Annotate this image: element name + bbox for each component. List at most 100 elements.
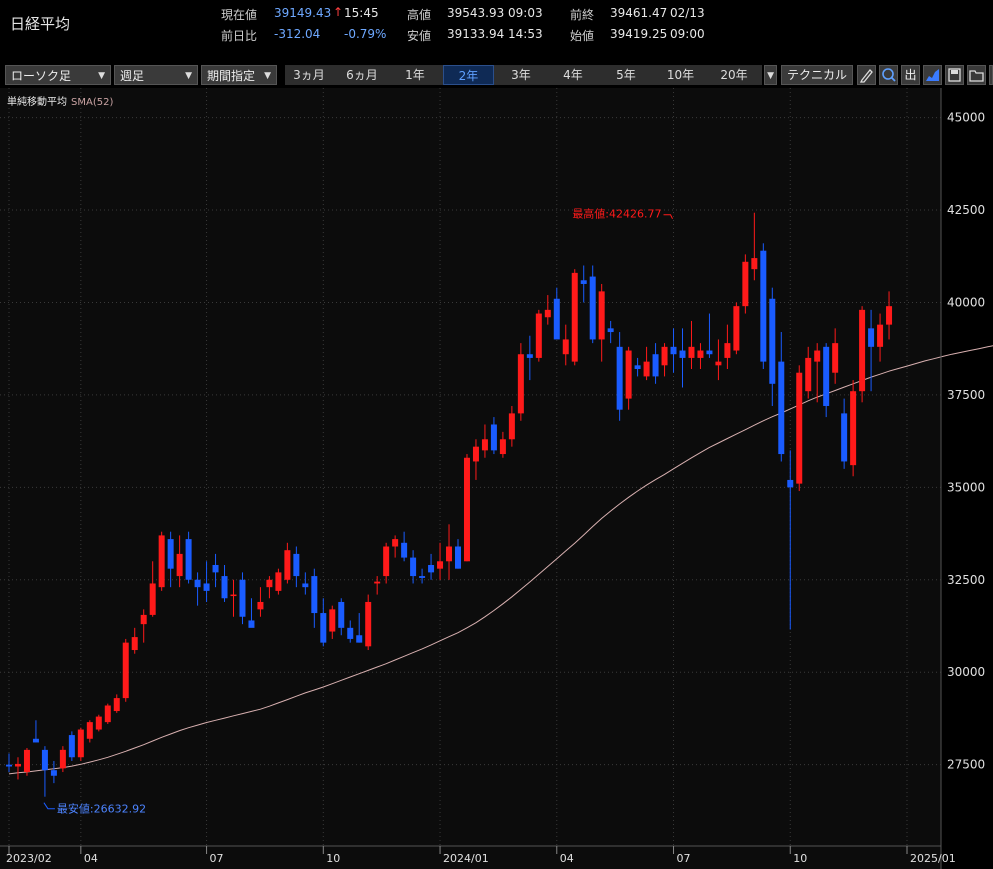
period-tab-6m[interactable]: 6ヵ月 — [346, 68, 378, 82]
pencil-icon[interactable] — [857, 65, 876, 85]
candle-body — [104, 705, 111, 723]
chevron-down-icon: ▼ — [185, 71, 192, 81]
area-chart-icon[interactable] — [923, 65, 942, 85]
candle-body — [706, 350, 713, 355]
chevron-down-icon: ▼ — [98, 71, 105, 81]
candle-body — [544, 309, 551, 318]
candle-body — [167, 539, 174, 569]
x-tick-label: 07 — [210, 852, 224, 865]
period-tab-20y[interactable]: 20年 — [720, 68, 748, 82]
interval-select[interactable]: 週足 ▼ — [114, 65, 198, 85]
candle-body — [266, 579, 273, 588]
candle-body — [580, 280, 587, 284]
candle-body — [670, 346, 677, 355]
candle-body — [769, 298, 776, 384]
candle-body — [437, 561, 444, 569]
chart-type-select[interactable]: ローソク足 ▼ — [5, 65, 111, 85]
candle-body — [356, 635, 363, 643]
up-arrow-icon: ↑ — [333, 5, 344, 19]
y-tick-label: 40000 — [947, 295, 985, 309]
low-label: 安値 — [407, 29, 432, 43]
more-icon[interactable] — [989, 65, 993, 85]
candle-body — [796, 372, 803, 484]
candle-body — [248, 620, 255, 628]
candle-body — [463, 457, 470, 562]
candle-body — [23, 749, 30, 773]
candle-body — [526, 354, 533, 358]
candle-body — [203, 583, 210, 591]
candle-body — [625, 350, 632, 399]
max-label: 最高値:42426.77 — [572, 207, 661, 221]
candle-body — [805, 357, 812, 392]
candles — [6, 212, 893, 797]
candle-body — [131, 637, 138, 651]
period-tab-4y[interactable]: 4年 — [563, 68, 583, 82]
candle-body — [787, 479, 794, 488]
period-tab-10y[interactable]: 10年 — [666, 68, 695, 82]
y-tick-label: 30000 — [947, 665, 985, 679]
annotations: 最高値:42426.77 最安値:26632.92 — [43, 207, 673, 816]
candle-body — [122, 642, 129, 699]
range-mode-select[interactable]: 期間指定 ▼ — [201, 65, 277, 85]
candle-body — [50, 770, 57, 776]
y-tick-label: 32500 — [947, 573, 985, 587]
candle-body — [149, 583, 156, 615]
folder-icon[interactable] — [967, 65, 986, 85]
x-tick-label: 10 — [326, 852, 340, 865]
candle-body — [32, 738, 39, 743]
candle-body — [239, 579, 246, 617]
candle-body — [455, 546, 461, 569]
change-label: 前日比 — [221, 29, 258, 43]
candle-body — [212, 564, 219, 573]
chevron-down-icon: ▼ — [767, 71, 774, 81]
period-tab-2y[interactable]: 2年 — [443, 65, 494, 85]
candle-body — [724, 343, 731, 358]
candle-body — [221, 576, 228, 599]
high-time: 09:03 — [508, 6, 543, 20]
candle-body — [113, 698, 120, 712]
period-more-select[interactable]: ▼ — [764, 65, 777, 85]
period-tab-3y[interactable]: 3年 — [511, 68, 531, 82]
candle-body — [868, 328, 875, 347]
current-price-label: 現在値 — [221, 8, 258, 22]
zoom-icon[interactable] — [879, 65, 898, 85]
candle-body — [293, 553, 300, 577]
candle-body — [823, 346, 830, 406]
candle-body — [877, 324, 884, 347]
current-price-value: 39149.43 — [274, 6, 332, 20]
save-icon[interactable] — [945, 65, 964, 85]
candle-body — [841, 413, 848, 462]
candle-body — [760, 250, 767, 362]
candlestick-chart[interactable]: 27500 30000 32500 35000 37500 40000 42500 45000… — [0, 88, 993, 869]
candle-body — [661, 346, 668, 366]
candle-body — [733, 306, 740, 351]
high-label: 高値 — [407, 8, 432, 22]
candle-body — [86, 722, 93, 739]
x-axis-ticks: 2023/02 04 07 10 2024/01 04 07 10 2025/01 — [0, 88, 956, 869]
candle-body — [419, 576, 426, 578]
period-tab-1y[interactable]: 1年 — [405, 68, 425, 82]
current-price-time: 15:45 — [344, 6, 379, 20]
indicator-label: 単純移動平均 SMA(52) — [7, 93, 113, 108]
min-marker — [43, 802, 55, 810]
sma-polyline — [8, 345, 993, 775]
candle-body — [616, 346, 623, 410]
candle-body — [59, 749, 66, 769]
candle-body — [607, 328, 614, 333]
max-marker — [663, 214, 673, 219]
range-mode-value: 期間指定 — [207, 69, 256, 83]
candle-body — [553, 298, 560, 340]
change-value: -312.04 — [274, 27, 321, 41]
sale-icon[interactable]: 出 — [901, 65, 920, 85]
period-tab-3m[interactable]: 3ヵ月 — [293, 68, 325, 82]
candle-body — [697, 350, 704, 358]
candle-body — [589, 276, 596, 340]
period-tab-5y[interactable]: 5年 — [616, 68, 636, 82]
candle-body — [68, 735, 75, 758]
chart-type-value: ローソク足 — [11, 69, 72, 83]
chevron-down-icon: ▼ — [264, 71, 271, 81]
technical-button[interactable]: テクニカル — [781, 65, 853, 85]
candle-body — [832, 343, 839, 373]
prev-close-value: 39461.47 — [610, 6, 668, 20]
y-tick-label: 45000 — [947, 111, 985, 125]
